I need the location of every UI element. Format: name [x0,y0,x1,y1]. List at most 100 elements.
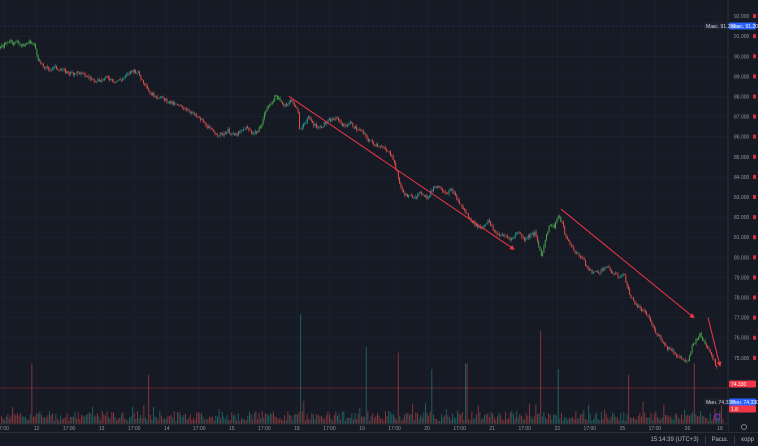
candle-body [215,134,217,135]
candle-body [499,233,501,237]
candle-body [360,129,362,131]
candle-body [522,236,524,238]
candle-body [300,128,302,130]
candle-body [600,269,602,273]
candle-body [174,103,176,105]
volume-bar [553,414,554,424]
candle-body [150,93,152,96]
y-tick-label: 91.000 [734,34,750,40]
candle-body [119,79,121,81]
chart-canvas[interactable]: 92.000 91.000 90.000 89.000 88.000 87.000 86.0… [0,0,758,432]
candle-body [318,126,320,128]
trend-lines[interactable] [288,96,722,367]
candle-body [621,275,623,277]
candle-body [178,104,180,106]
volume-bar [253,413,255,424]
candle-body [508,237,510,238]
candle-body [260,127,261,128]
candle-body [299,113,300,129]
volume-bar [573,419,575,424]
candle-body [509,237,511,240]
volume-bar [545,417,546,424]
candle-body [252,132,254,134]
volume-bar [629,417,631,424]
candle-body [587,266,589,270]
volume-bar [74,411,76,424]
candle-body [139,71,141,76]
volume-bar [383,420,385,424]
candle-body [159,97,161,99]
candle-body [45,66,47,69]
volume-bar [140,414,142,424]
candle-body [179,104,181,106]
candle-body [213,129,215,133]
candle-body [42,64,44,68]
volume-bar [10,415,12,424]
candle-body [44,67,46,69]
volume-bar [124,418,126,424]
volume-bar [428,415,430,424]
volume-bar [298,411,300,424]
time-axis[interactable]: 7:00 12 17:00 13 17:00 14 17:00 15 17:00 18 17:00 1… [0,423,728,432]
volume-bar [498,412,500,424]
volume-bar [31,363,33,424]
candle-body [438,186,440,188]
volume-bar [682,419,684,424]
volume-bar [205,418,207,424]
volume-bar [423,412,425,424]
candle-body [48,67,50,70]
candle-body [556,219,558,223]
candle-body [55,65,57,69]
y-tick-label: 80.000 [734,255,750,261]
candle-body [65,69,66,74]
volume-bar [364,416,366,424]
volume-bar [385,411,386,424]
volume-bar [71,416,73,424]
volume-bar [194,419,196,424]
candle-body [347,125,349,127]
corr-toggle[interactable]: корр [741,436,754,443]
volume-bar [660,419,662,424]
candle-body [227,129,229,132]
candle-body [5,43,7,44]
candle-body [328,119,330,121]
volume-bar [93,416,95,424]
candle-body [497,233,499,235]
volume-bar [452,413,454,424]
scale-toggle[interactable]: Расш. [711,436,729,443]
y-tick-label: 78.000 [734,296,750,302]
candle-body [348,123,350,126]
volume-bar [431,369,433,424]
volume-bar [567,419,569,424]
candle-body [538,240,540,247]
volume-bar [495,419,497,424]
candle-body [152,92,154,96]
volume-bar [634,418,636,424]
candle-body [3,43,5,48]
candle-body [364,133,365,134]
candle-body [670,349,672,351]
volume-bar [225,419,226,424]
volume-bar [151,419,153,424]
candle-body [232,133,234,134]
candle-body [175,103,177,105]
candle-body [85,76,87,77]
price-axis[interactable]: 92.000 91.000 90.000 89.000 88.000 87.000 86.0… [727,0,758,432]
candle-body [530,234,532,238]
volume-bar [508,417,510,424]
volume-bar [92,406,94,424]
candle-body [275,95,277,97]
volume-bar [489,417,490,424]
volume-bar [469,420,471,424]
candle-body [663,341,664,343]
volume-bar [300,314,302,424]
candle-body [156,96,157,98]
y-tick-label: 79.000 [734,275,750,281]
candle-body [75,73,77,74]
candle-body [257,131,259,133]
volume-bar [625,420,626,424]
candle-body [140,75,142,80]
volume-bar [610,416,612,424]
candle-body [71,72,73,73]
